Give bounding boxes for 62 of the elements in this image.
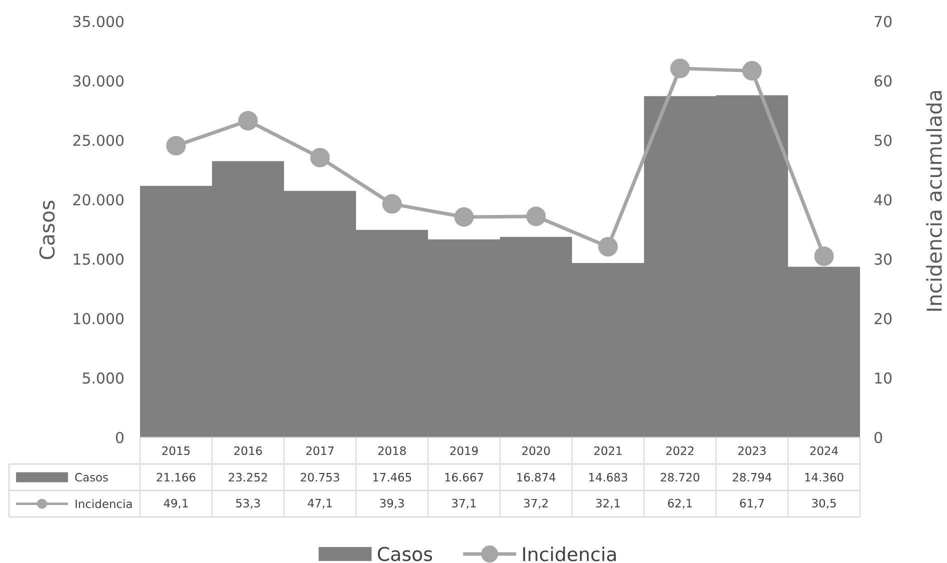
data-label: 20.753 — [300, 472, 340, 482]
y2-tick-label: 40 — [874, 194, 892, 206]
data-label: 16.667 — [445, 472, 484, 482]
point — [238, 110, 258, 130]
y-tick-label: 35.000 — [73, 16, 124, 28]
data-label: 39,3 — [380, 498, 404, 509]
y-tick-label: 15.000 — [74, 254, 124, 265]
y2-tick-label: 20 — [874, 312, 892, 324]
data-label: 53,3 — [236, 498, 260, 509]
y2-tick-label: 10 — [875, 372, 892, 384]
data-label: 17.465 — [373, 472, 412, 482]
data-label: 14.683 — [589, 472, 628, 482]
text: Incidencia — [523, 546, 616, 562]
x-tick-label: 2016 — [234, 446, 262, 456]
y2-tick-label: 0 — [874, 432, 882, 444]
y-tick-label: 10.000 — [74, 312, 124, 324]
point — [454, 207, 474, 227]
x-tick-label: 2017 — [306, 446, 334, 456]
x-tick-label: 2019 — [450, 446, 478, 456]
y-tick-label: 25.000 — [73, 134, 124, 146]
y2-tick-label: 50 — [874, 134, 892, 146]
y2-tick-label: 30 — [874, 254, 892, 265]
x-tick-label: 2015 — [162, 446, 190, 456]
data-label: 37,2 — [524, 498, 548, 509]
y-tick-label: 20.000 — [73, 194, 124, 206]
data-label: 62,1 — [668, 498, 692, 509]
x-tick-label: 2022 — [666, 446, 694, 456]
data-label: 37,1 — [452, 498, 476, 509]
point — [310, 148, 330, 168]
point — [382, 194, 402, 214]
y-tick-label: 5.000 — [82, 372, 124, 384]
point — [742, 61, 762, 81]
point — [670, 58, 690, 78]
y2-tick-label: 70 — [874, 16, 892, 28]
y-tick-label: 0 — [116, 432, 124, 444]
text: Casos — [378, 546, 432, 562]
point — [166, 136, 186, 156]
x-tick-label: 2018 — [378, 446, 406, 456]
data-label: 14.360 — [805, 472, 844, 482]
legend-label: Casos — [75, 472, 108, 482]
y-tick-label: 30.000 — [73, 75, 124, 87]
x-tick-label: 2024 — [810, 446, 838, 456]
legend-label: Incidencia — [76, 499, 132, 508]
data-label: 47,1 — [308, 498, 332, 509]
x-tick-label: 2020 — [522, 446, 550, 456]
data-label: 30,5 — [812, 498, 836, 509]
point — [598, 236, 618, 256]
data-label: 16.874 — [517, 472, 556, 482]
data-label: 21.166 — [156, 472, 196, 482]
y2-axis-title: Incidencia acumulada — [926, 91, 942, 311]
data-label: 32,1 — [596, 498, 620, 509]
data-label: 49,1 — [164, 498, 188, 509]
data-label: 23.252 — [228, 472, 267, 482]
y-axis-title: Casos — [39, 200, 55, 260]
data-label: 28.794 — [732, 472, 772, 482]
x-tick-label: 2023 — [738, 446, 766, 456]
x-tick-label: 2021 — [594, 446, 622, 456]
data-label: 61,7 — [740, 498, 764, 509]
point — [814, 246, 834, 266]
data-label: 28.720 — [660, 472, 700, 482]
point — [526, 206, 546, 226]
y2-tick-label: 60 — [874, 75, 892, 87]
